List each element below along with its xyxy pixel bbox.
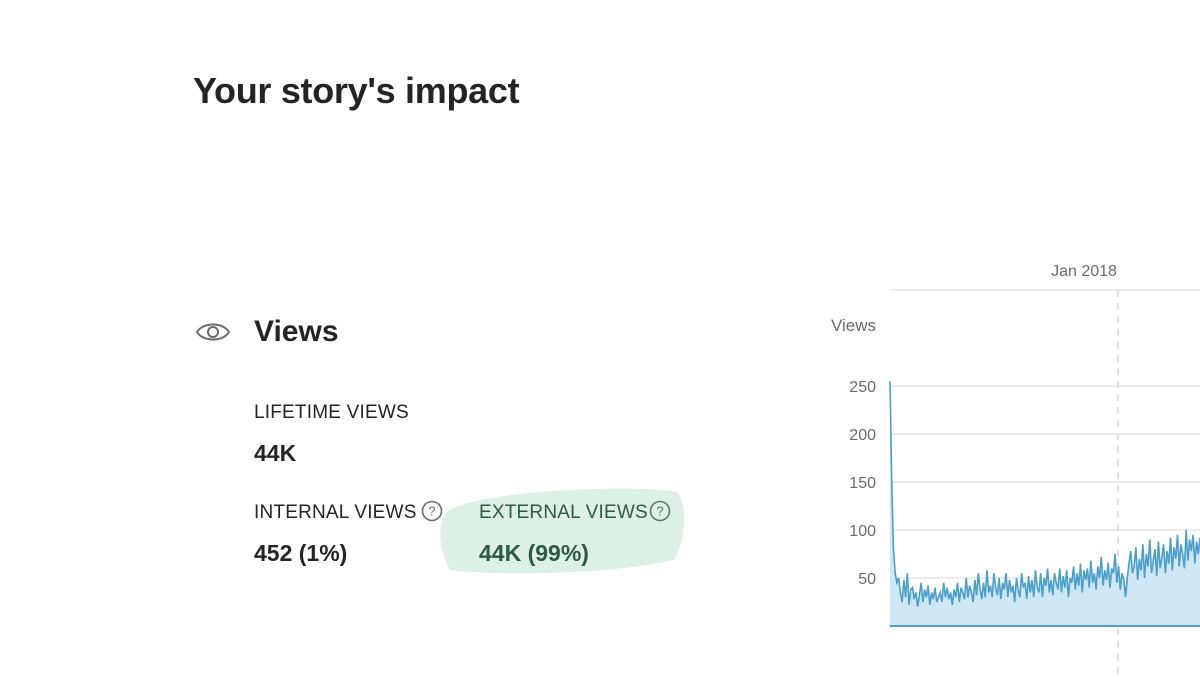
views-line <box>889 381 1200 607</box>
views-area <box>890 381 1200 626</box>
eye-icon <box>195 323 231 341</box>
external-help-icon[interactable]: ? <box>649 500 671 522</box>
y-tick-label-50: 50 <box>858 571 876 588</box>
y-tick-label-150: 150 <box>849 475 876 492</box>
views-chart: Jan 2018 Views 50 100 150 200 250 <box>831 263 1200 677</box>
lifetime-views-value: 44K <box>254 440 297 466</box>
internal-views-value: 452 (1%) <box>254 540 348 566</box>
y-axis-label: Views <box>831 316 876 335</box>
external-views-label: EXTERNAL VIEWS <box>479 502 648 523</box>
y-tick-label-200: 200 <box>849 427 876 444</box>
internal-help-icon[interactable]: ? <box>421 500 443 522</box>
svg-text:?: ? <box>656 504 663 519</box>
views-heading: Views <box>254 315 339 348</box>
internal-views-label: INTERNAL VIEWS <box>254 502 417 523</box>
lifetime-views-label: LIFETIME VIEWS <box>254 402 409 423</box>
y-tick-label-250: 250 <box>849 379 876 396</box>
svg-text:?: ? <box>428 504 435 519</box>
external-views-highlight <box>440 488 685 574</box>
marker-label: Jan 2018 <box>1051 263 1117 280</box>
external-views-value: 44K (99%) <box>479 540 589 566</box>
y-tick-label-100: 100 <box>849 523 876 540</box>
page-title: Your story's impact <box>193 70 520 111</box>
